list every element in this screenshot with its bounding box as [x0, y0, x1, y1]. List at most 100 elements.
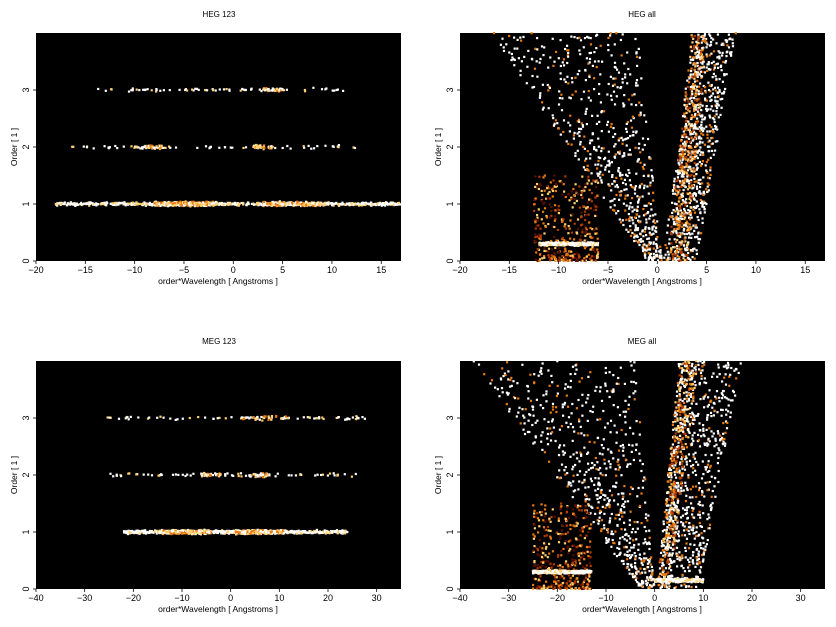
heatmap-pixel	[284, 203, 287, 206]
heatmap-pixel	[718, 78, 721, 81]
heatmap-pixel	[682, 142, 685, 145]
heatmap-pixel	[236, 204, 239, 207]
heatmap-pixel	[571, 93, 574, 96]
heatmap-pixel	[161, 146, 164, 149]
heatmap-pixel	[540, 45, 544, 48]
heatmap-pixel	[194, 87, 197, 90]
heatmap-pixel	[191, 88, 194, 91]
heatmap-pixel	[244, 88, 247, 92]
heatmap-pixel	[607, 82, 610, 86]
heatmap-pixel	[635, 51, 638, 54]
heatmap-pixel	[660, 256, 663, 259]
heatmap-pixel	[701, 104, 704, 107]
heatmap-pixel	[701, 40, 704, 43]
heatmap-pixel	[676, 238, 679, 241]
heatmap-pixel	[336, 88, 339, 91]
heatmap-pixel	[676, 169, 680, 172]
heatmap-pixel	[242, 88, 245, 91]
heatmap-pixel	[304, 90, 307, 93]
heatmap-pixel	[679, 172, 682, 175]
heatmap-pixel	[616, 186, 620, 189]
heatmap-pixel	[638, 56, 641, 59]
heatmap-pixel	[692, 102, 695, 106]
heatmap-pixel	[686, 232, 689, 236]
heatmap-pixel	[649, 256, 652, 259]
heatmap-pixel	[341, 530, 344, 533]
heatmap-pixel	[682, 229, 685, 232]
heatmap-pixel	[302, 202, 305, 205]
heatmap-pixel	[543, 207, 547, 210]
heatmap-pixel	[688, 102, 691, 105]
heatmap-pixel	[639, 240, 643, 243]
heatmap-pixel	[703, 71, 707, 74]
heatmap-pixel	[689, 194, 692, 197]
heatmap-pixel	[596, 194, 599, 197]
heatmap-pixel	[539, 184, 542, 187]
heatmap-pixel	[82, 145, 85, 148]
heatmap-pixel	[531, 74, 534, 78]
heatmap-pixel	[316, 145, 319, 148]
heatmap-pixel	[708, 96, 711, 99]
heatmap-pixel	[579, 53, 582, 56]
heatmap-pixel	[708, 130, 711, 133]
heatmap-pixel	[676, 208, 679, 211]
heatmap-pixel	[652, 214, 655, 217]
heatmap-pixel	[706, 182, 709, 185]
heatmap-pixel	[718, 57, 721, 60]
heatmap-pixel	[695, 226, 698, 229]
heatmap-pixel	[683, 169, 686, 172]
heatmap-pixel	[631, 115, 634, 118]
heatmap-pixel	[669, 215, 672, 218]
heatmap-pixel	[541, 101, 544, 104]
heatmap-pixel	[223, 146, 227, 149]
heatmap-pixel	[606, 93, 609, 96]
heatmap-pixel	[633, 236, 636, 239]
heatmap-pixel	[637, 219, 640, 222]
heatmap-pixel	[564, 223, 567, 226]
heatmap-pixel	[587, 244, 590, 247]
heatmap-pixel	[637, 147, 640, 150]
heatmap-pixel	[696, 117, 699, 120]
heatmap-pixel	[136, 203, 140, 206]
heatmap-pixel	[271, 202, 274, 205]
heatmap-pixel	[701, 115, 704, 118]
heatmap-pixel	[675, 216, 678, 219]
heatmap-pixel	[642, 214, 646, 217]
heatmap-pixel	[686, 106, 689, 110]
heatmap-pixel	[179, 200, 182, 203]
heatmap-pixel	[141, 202, 144, 205]
heatmap-pixel	[637, 241, 640, 244]
heatmap-pixel	[133, 532, 136, 535]
heatmap-pixel	[590, 200, 593, 203]
heatmap-pixel	[157, 146, 160, 149]
heatmap-pixel	[690, 179, 693, 182]
heatmap-pixel	[594, 259, 597, 262]
heatmap-pixel	[143, 145, 147, 148]
heatmap-pixel	[683, 227, 686, 230]
heatmap-pixel	[202, 201, 205, 204]
heatmap-pixel	[702, 193, 705, 197]
heatmap-pixel	[678, 163, 681, 166]
heatmap-pixel	[657, 259, 660, 262]
heatmap-pixel	[530, 57, 533, 60]
heatmap-pixel	[520, 39, 523, 42]
heatmap-pixel	[539, 92, 542, 95]
heatmap-pixel	[223, 532, 226, 535]
heatmap-pixel	[671, 253, 674, 256]
heatmap-pixel	[180, 203, 183, 206]
heatmap-pixel	[160, 201, 163, 204]
heatmap-pixel	[678, 155, 681, 158]
heatmap-pixel	[519, 36, 522, 39]
heatmap-pixel	[587, 241, 590, 244]
heatmap-pixel	[609, 206, 612, 209]
heatmap-pixel	[671, 259, 675, 262]
heatmap-pixel	[589, 99, 592, 102]
x-tick-label: 0	[231, 265, 236, 275]
heatmap-pixel	[722, 92, 725, 95]
heatmap-pixel	[697, 241, 700, 244]
heatmap-pixel	[680, 193, 683, 196]
heatmap-pixel	[562, 218, 565, 221]
heatmap-pixel	[630, 185, 633, 188]
heatmap-pixel	[725, 51, 728, 54]
heatmap-pixel	[223, 202, 226, 205]
